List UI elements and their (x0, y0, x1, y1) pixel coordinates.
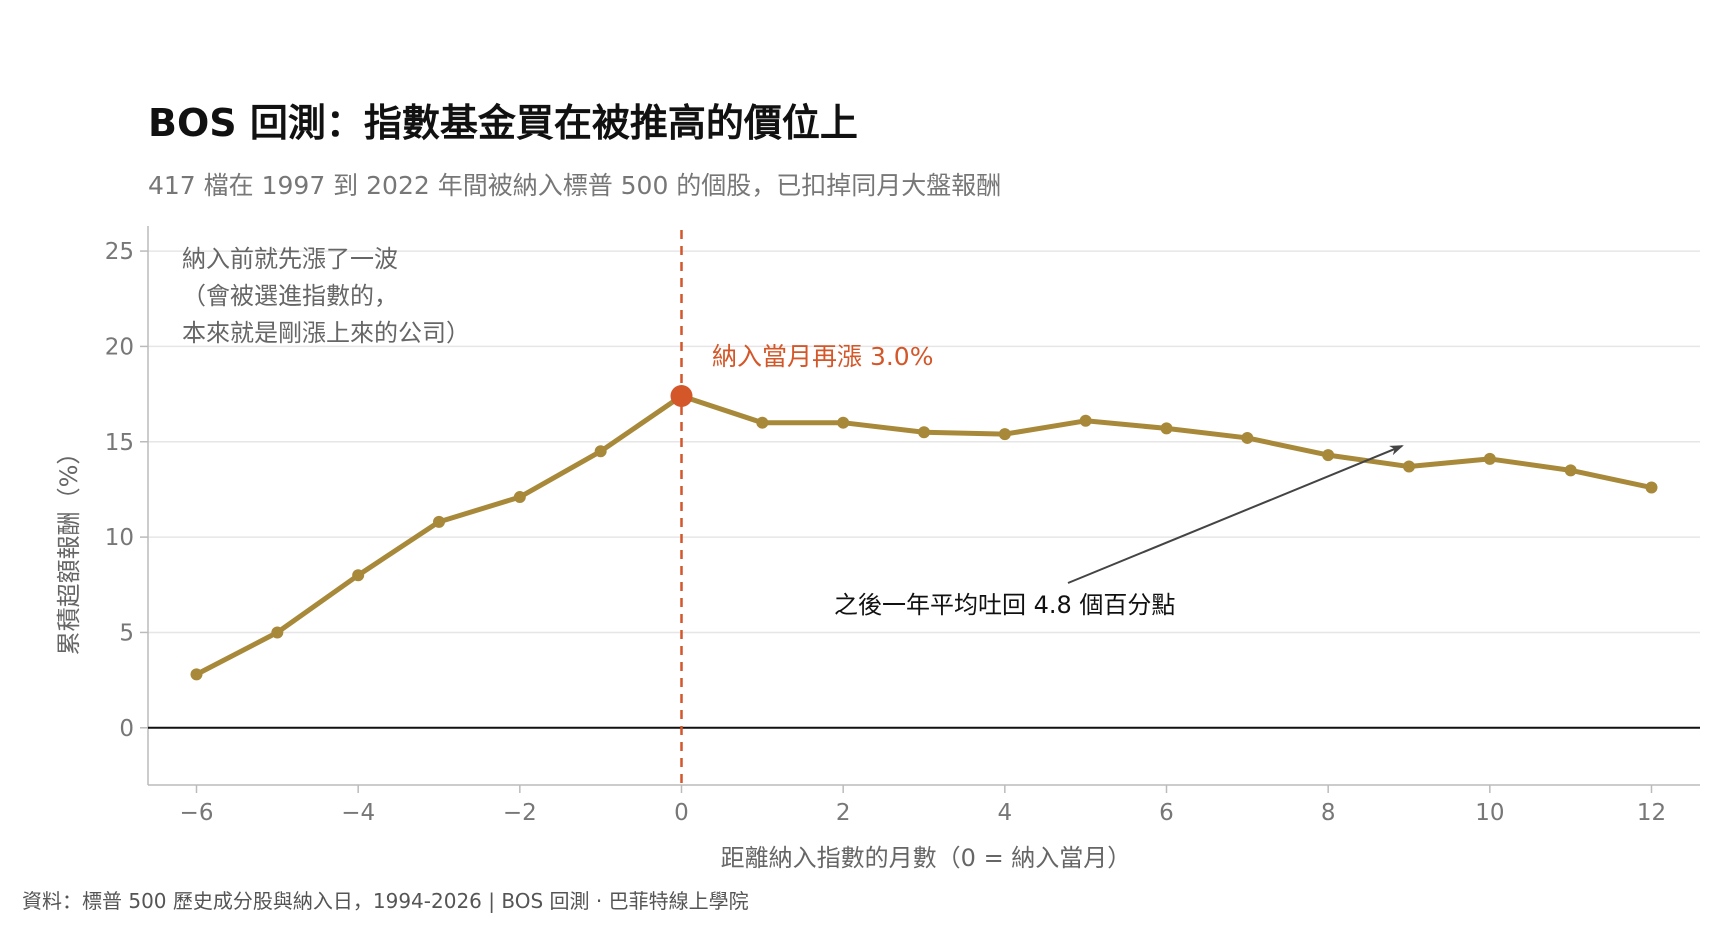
x-tick-label: −6 (180, 800, 214, 826)
data-point (190, 668, 203, 681)
highlight-point (670, 384, 693, 407)
x-tick-label: −4 (341, 800, 375, 826)
chart-subtitle: 417 檔在 1997 到 2022 年間被納入標普 500 的個股，已扣掉同月… (148, 171, 1002, 200)
giveback-arrow (1067, 445, 1404, 584)
series-layer (190, 384, 1658, 681)
y-tick-label: 0 (119, 716, 134, 742)
x-tick-label: 6 (1159, 800, 1174, 826)
data-point (1160, 422, 1173, 435)
pre-run-note-line-1: 納入前就先漲了一波 (182, 245, 398, 273)
x-tick-label: −2 (503, 800, 537, 826)
data-point (998, 428, 1011, 441)
chart-title: BOS 回測：指數基金買在被推高的價位上 (148, 101, 858, 145)
source-note: 資料：標普 500 歷史成分股與納入日，1994-2026 | BOS 回測 ·… (22, 889, 749, 913)
tick-labels: 0 5 10 15 20 25 −6 −4 −2 0 2 4 6 8 10 12 (105, 239, 1666, 826)
x-tick-label: 0 (674, 800, 689, 826)
axes (147, 226, 1700, 786)
x-axis-title: 距離納入指數的月數（0 = 納入當月） (721, 844, 1132, 872)
y-tick-label: 20 (105, 334, 134, 360)
y-tick-label: 15 (105, 430, 134, 456)
y-tick-label: 5 (119, 620, 134, 646)
data-point (352, 569, 365, 582)
data-point (756, 416, 769, 429)
data-point (513, 491, 526, 504)
data-point (594, 445, 607, 458)
data-point (433, 515, 445, 528)
y-tick-label: 10 (105, 525, 134, 551)
inclusion-month-note: 納入當月再漲 3.0% (712, 342, 933, 371)
data-point (271, 626, 284, 639)
data-point (1564, 464, 1577, 477)
data-point (1241, 431, 1254, 444)
giveback-note: 之後一年平均吐回 4.8 個百分點 (834, 591, 1175, 619)
y-tick-label: 25 (105, 239, 134, 265)
y-axis-title: 累積超額報酬（%） (55, 441, 83, 656)
gridlines (148, 250, 1700, 634)
x-tick-label: 10 (1475, 800, 1504, 826)
data-point (1322, 449, 1335, 462)
data-point (1483, 452, 1496, 465)
pre-run-note-line-2: （會被選進指數的， (182, 282, 398, 310)
data-point (837, 416, 850, 429)
data-point (1079, 414, 1092, 427)
x-tick-label: 2 (836, 800, 851, 826)
pre-run-annotation: 納入前就先漲了一波 （會被選進指數的， 本來就是剛漲上來的公司） (182, 245, 470, 347)
data-point (918, 426, 930, 439)
x-tick-label: 4 (998, 800, 1013, 826)
x-tick-label: 8 (1321, 800, 1336, 826)
data-point (1403, 460, 1415, 473)
data-point (1645, 481, 1658, 494)
x-tick-label: 12 (1637, 800, 1666, 826)
pre-run-note-line-3: 本來就是剛漲上來的公司） (182, 319, 470, 347)
